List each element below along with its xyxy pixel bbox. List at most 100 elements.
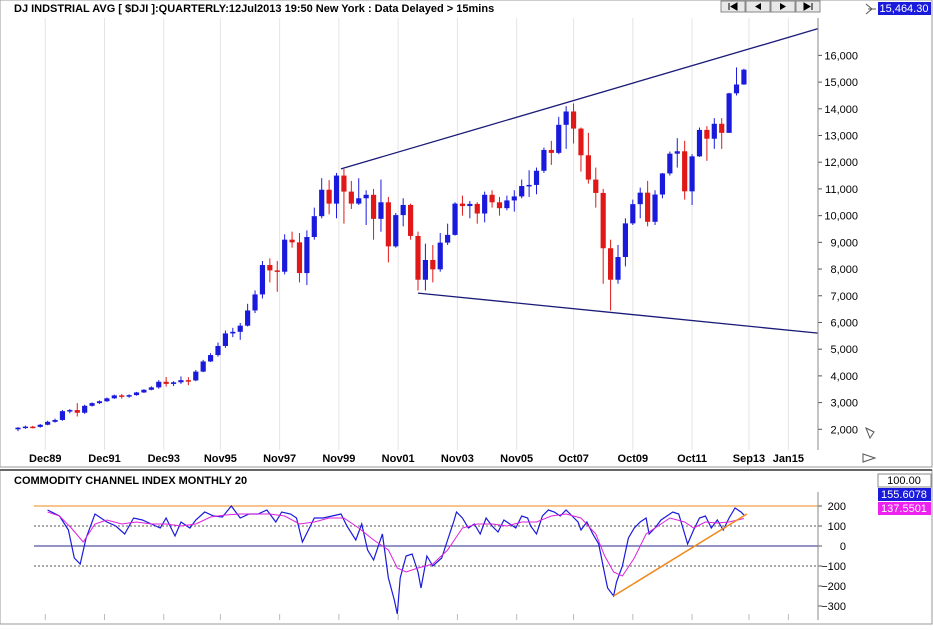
- trendline: [417, 292, 819, 334]
- candle-body: [267, 265, 273, 271]
- candle: [230, 327, 236, 338]
- candle: [96, 400, 103, 404]
- nav-last-button[interactable]: [795, 0, 821, 13]
- candle: [548, 140, 554, 165]
- x-tick-label: Nov99: [322, 453, 355, 465]
- candle-body: [89, 403, 95, 406]
- cci-trendline: [613, 513, 748, 597]
- candle-body: [489, 194, 495, 203]
- candle: [304, 230, 310, 286]
- candle-body: [659, 173, 666, 195]
- candle: [385, 196, 391, 263]
- candle-body: [52, 419, 58, 422]
- candle-body: [682, 151, 688, 192]
- scroll-up-icon[interactable]: [865, 3, 876, 15]
- candle: [696, 127, 703, 157]
- candle-body: [556, 124, 562, 153]
- cci-badge-signal: 137.5501: [878, 502, 931, 515]
- candle-body: [519, 185, 525, 197]
- candle-body: [356, 198, 362, 204]
- cci-line: [47, 505, 745, 615]
- candle: [282, 234, 288, 275]
- candle-body: [733, 84, 740, 94]
- candle: [245, 303, 251, 327]
- x-tick-label: Nov05: [500, 453, 533, 465]
- y-tick-label: 9,000: [830, 237, 858, 249]
- candle: [156, 380, 162, 389]
- candle-body: [200, 361, 206, 372]
- candle-body: [348, 191, 354, 204]
- candle-body: [570, 111, 577, 129]
- nav-first-button[interactable]: [720, 0, 746, 13]
- cci-reference-value: 100.00: [887, 475, 921, 487]
- candle: [222, 330, 228, 348]
- candle: [459, 195, 466, 216]
- candle: [585, 132, 591, 184]
- candle: [326, 180, 332, 215]
- candle: [637, 187, 643, 219]
- scroll-right-icon[interactable]: [862, 453, 877, 463]
- candle-body: [74, 410, 80, 413]
- candle-body: [719, 123, 725, 133]
- candle-body: [193, 371, 199, 381]
- y-tick-label: 15,000: [824, 77, 858, 89]
- cci-badge-reference: 100.00: [877, 473, 932, 488]
- candle-body: [585, 155, 591, 180]
- candle-body: [400, 204, 406, 216]
- candle: [504, 195, 510, 211]
- candle-body: [156, 381, 162, 388]
- candle-body: [667, 153, 673, 174]
- candle: [570, 103, 577, 144]
- y-tick-label: 8,000: [830, 264, 858, 276]
- candle-body: [104, 398, 110, 402]
- candle: [67, 409, 73, 414]
- candle-body: [311, 216, 317, 238]
- candle-body: [385, 202, 391, 247]
- candle: [519, 179, 525, 199]
- candle-body: [726, 93, 732, 133]
- candle: [341, 168, 347, 224]
- cci-y-tick-label: −300: [821, 601, 846, 613]
- candle: [622, 218, 628, 267]
- candle-body: [208, 355, 214, 362]
- candle: [252, 290, 258, 314]
- candle: [704, 126, 710, 161]
- x-axis-labels: Dec89 Dec91 Dec93 Nov95 Nov97 Nov99 Nov01 Nov03…: [29, 453, 804, 465]
- x-tick-label: Jan15: [773, 453, 804, 465]
- y-tick-label: 3,000: [830, 398, 858, 410]
- nav-button-group: [720, 0, 821, 13]
- candle-body: [496, 202, 503, 209]
- y-tick-label: 10,000: [824, 211, 858, 223]
- candle-body: [541, 149, 547, 171]
- nav-prev-button[interactable]: [745, 0, 771, 13]
- candle-body: [445, 234, 451, 243]
- x-tick-label: Dec93: [148, 453, 180, 465]
- candle: [163, 376, 169, 387]
- candle-body: [185, 380, 191, 382]
- candle-body: [148, 387, 154, 390]
- x-tick-label: Sep13: [733, 453, 765, 465]
- candle-body: [437, 242, 443, 270]
- candle-body: [178, 380, 184, 383]
- scroll-down-icon[interactable]: [865, 426, 875, 440]
- candle: [363, 190, 369, 225]
- candle-body: [408, 204, 414, 236]
- arrow-left-icon: [755, 3, 761, 10]
- candle-body: [170, 382, 177, 384]
- nav-next-button[interactable]: [770, 0, 796, 13]
- candle: [482, 191, 488, 223]
- candle: [430, 245, 436, 283]
- candle-body: [230, 331, 236, 334]
- candle: [208, 353, 214, 362]
- cci-y-tick-label: 100: [828, 521, 846, 533]
- candle: [170, 381, 177, 387]
- x-tick-label: Nov97: [263, 453, 296, 465]
- candle-body: [526, 184, 532, 187]
- candle-body: [119, 395, 125, 397]
- candle: [311, 207, 317, 240]
- x-tick-label: Oct07: [558, 453, 589, 465]
- candle-body: [252, 294, 258, 311]
- candle-body: [593, 179, 599, 193]
- candle: [741, 68, 747, 85]
